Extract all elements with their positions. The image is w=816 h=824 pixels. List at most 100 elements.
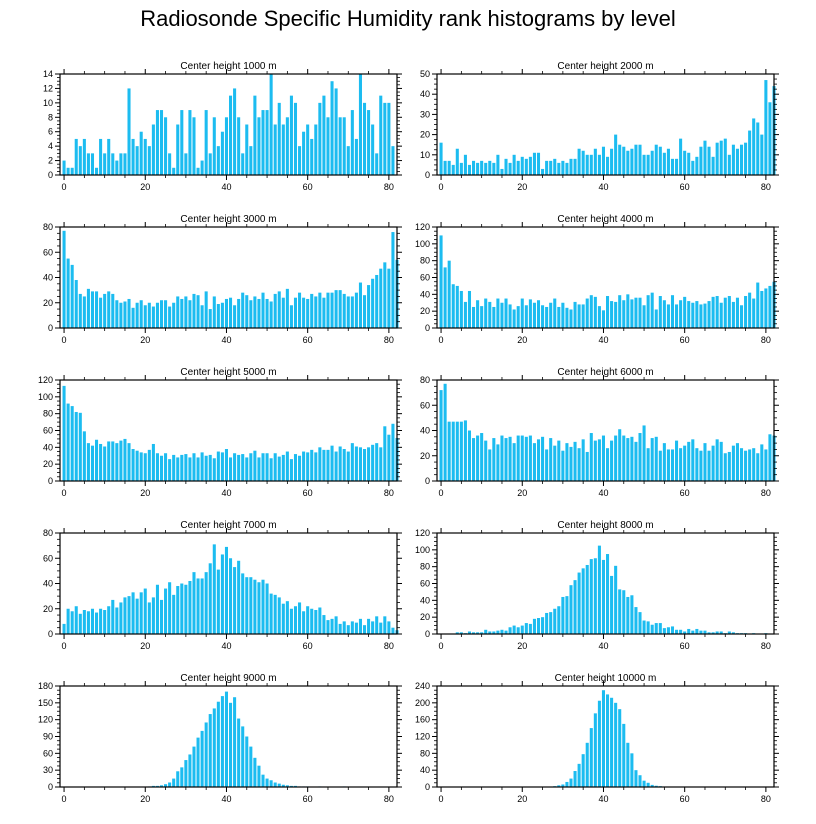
y-tick-label: 0 — [48, 629, 53, 639]
bar — [467, 631, 472, 634]
bar — [675, 304, 679, 328]
bar — [216, 451, 220, 481]
bar — [358, 74, 362, 175]
bar — [318, 102, 322, 175]
bar — [293, 102, 298, 175]
bar — [322, 449, 326, 481]
bar — [520, 298, 524, 328]
bar — [367, 110, 371, 175]
bar — [731, 632, 735, 634]
bar — [610, 440, 614, 481]
bar — [654, 623, 658, 634]
bar — [245, 577, 249, 634]
bar — [241, 726, 245, 787]
bar — [577, 448, 581, 481]
y-tick-label: 0 — [425, 782, 430, 792]
bar — [151, 306, 155, 328]
bar — [536, 300, 541, 328]
bar — [151, 443, 155, 481]
bar — [82, 296, 86, 328]
bar — [484, 298, 488, 328]
bar — [90, 153, 95, 175]
y-tick-label: 60 — [43, 426, 53, 436]
bar — [180, 454, 184, 481]
bar — [476, 435, 480, 481]
bar — [463, 301, 467, 328]
bar — [642, 620, 646, 634]
bar — [220, 302, 224, 328]
bar — [614, 301, 618, 328]
bar — [658, 623, 662, 634]
bar — [634, 297, 638, 328]
bar — [338, 117, 342, 175]
panel-title: Center height 8000 m — [557, 520, 653, 531]
bar — [168, 153, 172, 175]
bar — [760, 444, 764, 481]
bar — [589, 295, 593, 328]
bar — [119, 602, 123, 634]
bar — [74, 280, 78, 328]
bar — [727, 154, 731, 175]
bar — [86, 611, 90, 634]
bar — [350, 621, 354, 635]
bar — [581, 304, 585, 328]
bar — [557, 306, 561, 328]
bar — [553, 445, 557, 481]
y-tick-label: 200 — [415, 698, 430, 708]
bar — [107, 138, 111, 175]
bar — [147, 449, 151, 481]
bar — [524, 158, 528, 175]
bar — [233, 453, 237, 481]
bar — [184, 760, 188, 787]
bar — [143, 138, 147, 175]
bar — [176, 296, 180, 328]
x-tick-label: 40 — [598, 794, 608, 804]
bar — [269, 74, 273, 175]
bar — [735, 148, 739, 175]
bar — [326, 449, 330, 481]
panel-6: Center height 6000 m 0 20 40 60 80 0 20 40 60 80 — [420, 367, 779, 498]
bar — [354, 446, 358, 481]
bar — [346, 146, 350, 175]
bar — [731, 301, 735, 328]
bar — [143, 588, 147, 634]
bar — [610, 148, 614, 175]
bar — [334, 88, 338, 175]
bar — [192, 746, 196, 787]
bar — [298, 146, 302, 175]
bar — [662, 443, 666, 482]
bar — [597, 700, 601, 787]
bar — [220, 554, 224, 634]
bar — [484, 440, 488, 481]
bar — [703, 630, 707, 634]
bar — [293, 454, 298, 481]
x-tick-label: 80 — [384, 335, 394, 345]
bar — [553, 298, 557, 328]
bar — [622, 300, 626, 328]
bar — [139, 300, 143, 328]
x-tick-label: 0 — [439, 641, 444, 651]
bar — [504, 298, 508, 328]
bar — [739, 305, 744, 328]
bar — [111, 441, 115, 481]
bar — [670, 626, 675, 634]
bar — [285, 451, 289, 481]
bar — [650, 624, 654, 634]
bar — [557, 440, 561, 481]
bar — [703, 303, 707, 328]
bar — [455, 148, 459, 175]
bar — [610, 697, 614, 787]
bar — [196, 578, 200, 634]
bar — [66, 167, 70, 175]
bar — [86, 443, 90, 482]
bar — [342, 449, 346, 481]
bar — [589, 154, 593, 175]
bar — [601, 559, 605, 634]
bar — [727, 631, 731, 634]
bar — [768, 434, 772, 481]
bar — [383, 616, 387, 634]
bar — [208, 563, 212, 634]
bar — [569, 446, 573, 481]
bar — [298, 455, 302, 481]
bar — [654, 436, 658, 481]
